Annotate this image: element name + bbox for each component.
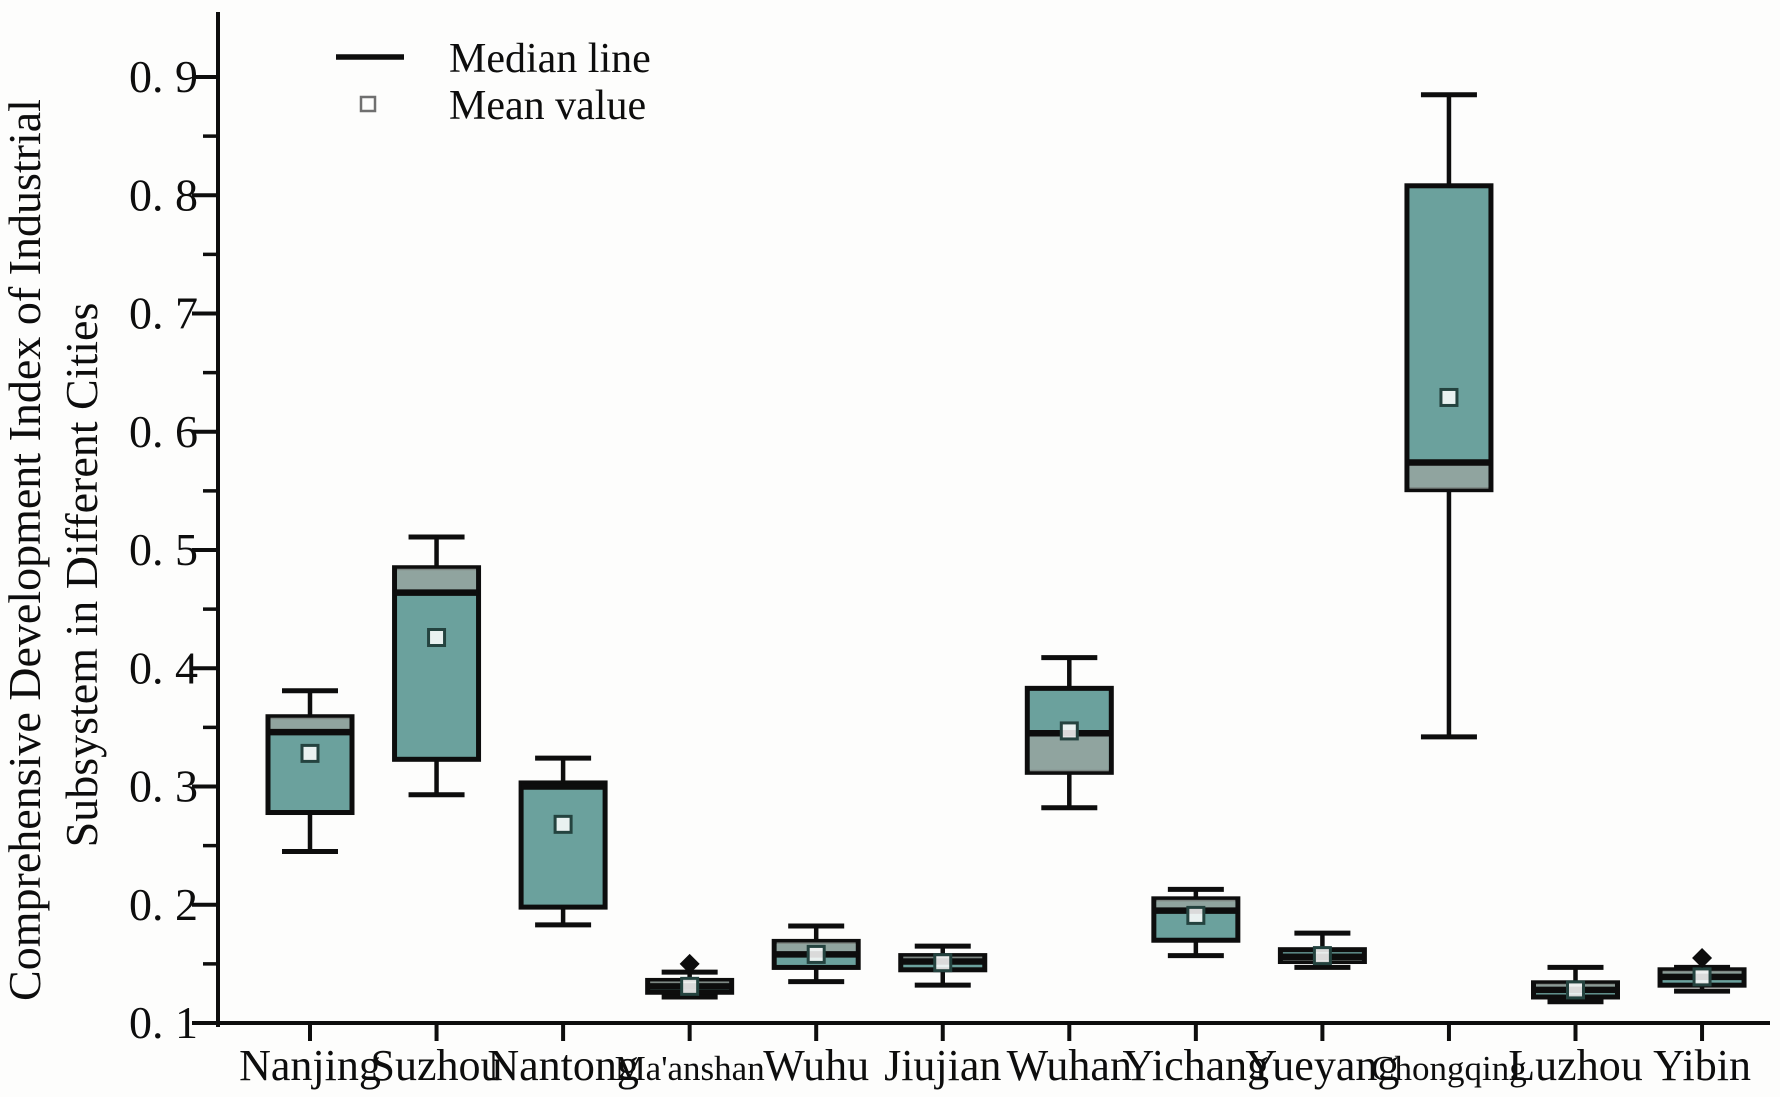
mean-marker: [427, 628, 447, 648]
mean-marker: [680, 976, 700, 996]
x-tick-label-maanshan: Ma'anshan: [615, 1049, 765, 1088]
y-tick-label: 0. 6: [129, 406, 198, 457]
y-tick-label: 0. 3: [129, 761, 198, 812]
boxplot-nantong: [518, 755, 608, 928]
mean-marker: [933, 953, 953, 973]
mean-marker: [300, 743, 320, 763]
legend-mean-marker: [359, 95, 377, 113]
y-tick-label: 0. 4: [129, 642, 198, 693]
mean-marker: [1692, 967, 1712, 987]
x-tick-label-wuhu: Wuhu: [763, 1041, 869, 1090]
x-tick-label-nanjing: Nanjing: [239, 1041, 381, 1090]
boxplot-nanjing: [265, 688, 355, 855]
boxplot-yueyang: [1277, 930, 1367, 970]
x-tick-label-jiujian: Jiujian: [884, 1041, 1001, 1090]
y-axis-title-line2: Subsystem in Different Cities: [56, 303, 107, 848]
boxplot-jiujian: [898, 943, 988, 988]
boxplot-wuhu: [771, 923, 861, 985]
x-tick-label-nantong: Nantong: [487, 1041, 639, 1090]
mean-marker: [1059, 721, 1079, 741]
y-tick-label: 0. 5: [129, 524, 198, 575]
mean-marker: [1312, 946, 1332, 966]
iqr-box: [1404, 183, 1494, 493]
boxplot-luzhou: [1531, 964, 1620, 1005]
iqr-box: [392, 565, 482, 762]
boxplot-chongqing: [1404, 92, 1494, 740]
y-tick-label: 0. 7: [129, 288, 198, 339]
mean-marker: [553, 814, 573, 834]
y-axis-title: Comprehensive Development Index of Indus…: [0, 99, 107, 1001]
quartile-band: [397, 568, 477, 592]
y-tick-label: 0. 8: [129, 169, 198, 220]
x-tick-label-luzhou: Luzhou: [1508, 1041, 1642, 1090]
axes: [214, 12, 1770, 1027]
outlier-marker: [679, 953, 700, 974]
mean-marker: [1566, 980, 1585, 1000]
y-tick-label: 0. 9: [129, 51, 198, 102]
legend-median-label: Median line: [449, 36, 651, 82]
y-tick-label: 0. 2: [129, 879, 198, 930]
x-tick-label-suzhou: Suzhou: [371, 1041, 503, 1090]
quartile-band: [1029, 734, 1109, 772]
outlier-marker: [1692, 947, 1713, 968]
mean-marker: [1186, 905, 1206, 925]
x-tick-label-wuhan: Wuhan: [1007, 1041, 1132, 1090]
y-tick-label: 0. 1: [129, 997, 198, 1048]
boxplot-yibin: [1657, 947, 1747, 994]
legend-mean-label: Mean value: [449, 83, 646, 129]
boxplot-yichang: [1151, 886, 1241, 959]
x-tick-label-yibin: Yibin: [1653, 1041, 1751, 1090]
boxplot-wuhan: [1024, 655, 1114, 811]
y-axis-title-line1: Comprehensive Development Index of Indus…: [0, 99, 50, 1001]
quartile-band: [1156, 899, 1236, 910]
mean-marker: [806, 944, 826, 964]
x-tick-label-chongqing: Chongqing: [1371, 1049, 1527, 1088]
x-tick-label-yueyang: Yueyang: [1245, 1041, 1399, 1090]
iqr-box: [518, 780, 608, 910]
quartile-band: [270, 717, 350, 732]
x-tick-label-yichang: Yichang: [1123, 1041, 1270, 1090]
mean-marker: [1439, 387, 1459, 407]
quartile-band: [1409, 463, 1489, 489]
y-axis-ticks: 0. 1 0. 2 0. 3 0. 4 0. 5 0. 6 0. 7 0. 8 0. 9: [129, 51, 218, 1048]
boxplot-suzhou: [392, 534, 482, 798]
boxplot-maanshan: [645, 953, 735, 1000]
